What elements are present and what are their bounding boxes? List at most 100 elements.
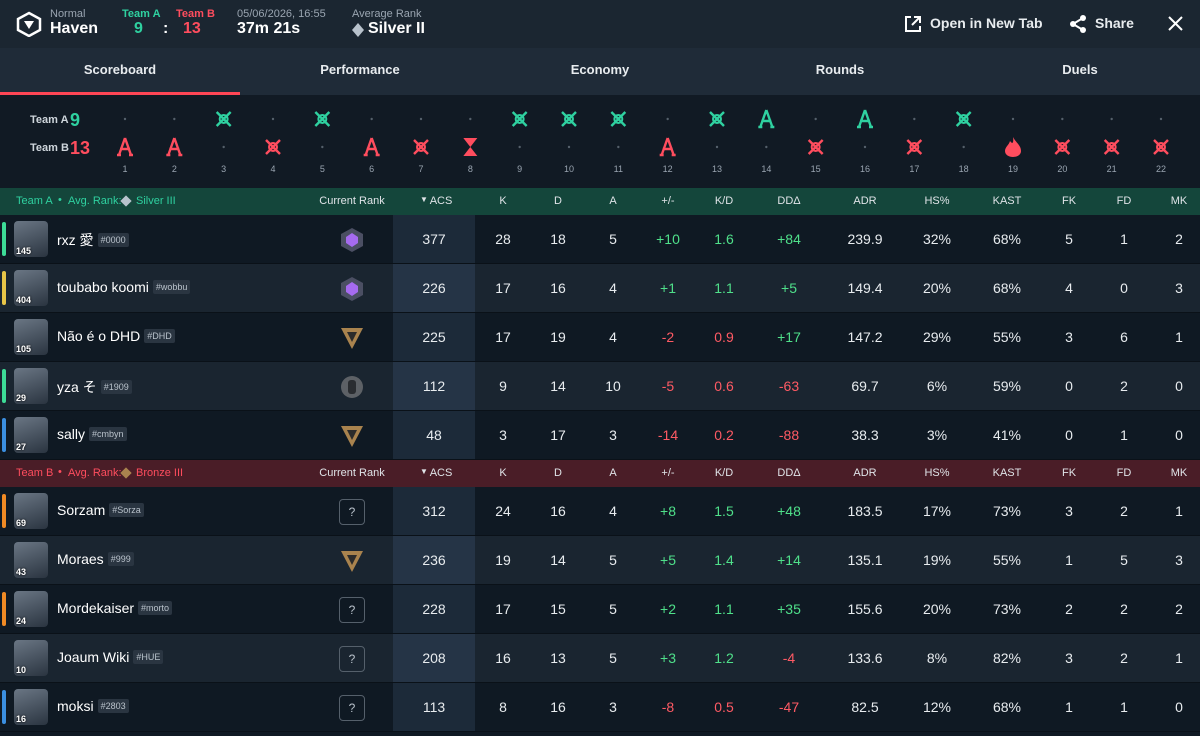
gem: [346, 282, 358, 296]
tag: #morto: [138, 601, 173, 615]
round-number: 21: [1107, 164, 1117, 174]
gem: [346, 233, 358, 247]
stat: 155.6: [847, 601, 883, 617]
stat: 208: [422, 650, 446, 666]
round-result: [857, 109, 873, 129]
tab[interactable]: Economy: [570, 62, 630, 77]
duration: 37m 21s: [237, 20, 301, 37]
stat: 68%: [992, 231, 1022, 247]
stat: 19: [550, 329, 566, 345]
stat: 3: [1065, 650, 1073, 666]
avatar: [14, 591, 48, 627]
acs-highlight: [393, 215, 475, 263]
icon-elimination: [218, 114, 229, 124]
icon-elimination: [265, 139, 281, 155]
name[interactable]: Joaum Wiki: [57, 649, 130, 665]
tag: #wobbu: [152, 280, 191, 294]
name[interactable]: Sorzam: [57, 502, 106, 518]
stat: 236: [422, 552, 446, 568]
stat: 1: [1175, 650, 1183, 666]
team-header: Team B • Avg. Rank: Bronze III Current Rank A…: [0, 460, 1200, 487]
rank-icon: [341, 551, 363, 572]
stat: 1.4: [714, 552, 734, 568]
rank-icon: [352, 23, 364, 37]
stat: 1: [1175, 503, 1183, 519]
round-dot: [666, 117, 669, 121]
column-header: MK: [1170, 195, 1188, 207]
column-header: D: [554, 195, 562, 207]
round-dot: [1159, 117, 1163, 121]
stat: 1: [1065, 552, 1073, 568]
round-number: 5: [320, 164, 325, 174]
round-result: [906, 139, 923, 155]
round-dot: [962, 145, 965, 149]
icon-elimination: [958, 114, 969, 124]
stat: 0: [1175, 427, 1183, 443]
avg-rank-label: Average Rank: [352, 8, 422, 20]
accent-bar: [2, 592, 6, 626]
accent-bar: [2, 369, 6, 403]
avatar: [14, 493, 48, 529]
column-header: ADR: [853, 467, 877, 479]
stat: 0: [1120, 280, 1128, 296]
tab[interactable]: Performance: [320, 62, 400, 77]
column-header: Current Rank: [319, 467, 385, 479]
stat: +14: [777, 552, 801, 568]
stat: 73%: [992, 601, 1022, 617]
stat: 55%: [992, 329, 1022, 345]
stat: 2: [1120, 650, 1128, 666]
close[interactable]: [1168, 16, 1183, 31]
stat: 0: [1065, 378, 1073, 394]
round-dot: [567, 145, 571, 149]
stat: 24: [495, 503, 511, 519]
round-number: 6: [369, 164, 374, 174]
stat: 8: [499, 699, 507, 715]
stat: 17: [495, 280, 511, 296]
name[interactable]: Mordekaiser: [57, 600, 135, 616]
round-dot: [863, 145, 867, 149]
player-row: 16 moksi #2803? 113 8 16 3 -8 0.5 -47 82.5 12% 68% 1 1…: [0, 683, 1200, 732]
score-separator: :: [163, 20, 169, 37]
name[interactable]: rxz 愛: [57, 232, 94, 248]
tab[interactable]: Rounds: [815, 62, 865, 77]
round-dot: [814, 117, 817, 121]
player-row: 145 rxz 愛 #0000 377 28 18 5 +10 1.6 +84 239.9 32% 68…: [0, 215, 1200, 264]
round-number: 7: [418, 164, 423, 174]
rank-icon: [341, 376, 363, 398]
stat: 3%: [926, 427, 948, 443]
share-icon[interactable]: [1069, 14, 1087, 34]
icon-elimination: [1057, 142, 1068, 152]
name[interactable]: yza そ: [57, 379, 97, 395]
name[interactable]: Moraes: [57, 551, 104, 567]
stat: +3: [660, 650, 676, 666]
open-icon[interactable]: [904, 15, 922, 33]
share[interactable]: Share: [1095, 15, 1134, 31]
player-name: moksi #2803: [57, 698, 129, 714]
stat: 9: [499, 378, 507, 394]
stat: 19%: [922, 552, 952, 568]
open-new-tab[interactable]: Open in New Tab: [930, 15, 1043, 31]
name[interactable]: sally: [57, 426, 86, 442]
bullet: •: [58, 194, 62, 206]
team-b-label: Team B: [176, 8, 215, 20]
icon-spike: [117, 137, 133, 157]
stat: 2: [1120, 378, 1128, 394]
name[interactable]: Não é o DHD: [57, 328, 141, 344]
stat: 69.7: [851, 378, 879, 394]
icon-spike: [857, 109, 873, 129]
team-b-score: 13: [70, 138, 90, 158]
name[interactable]: toubabo koomi: [57, 279, 149, 295]
stat: 1.1: [714, 280, 734, 296]
icon-elimination: [564, 114, 574, 124]
tab[interactable]: Duels: [1062, 62, 1098, 77]
rank-unknown: ?: [339, 646, 365, 672]
tab[interactable]: Scoreboard: [0, 48, 240, 95]
icon-elimination: [413, 139, 429, 155]
icon-elimination: [1156, 142, 1166, 152]
stat: 15: [550, 601, 566, 617]
name[interactable]: moksi: [57, 698, 94, 714]
avg-rank: Silver III: [136, 195, 176, 207]
icon-detonate: [1005, 137, 1021, 157]
stat: 19: [495, 552, 511, 568]
stat: 225: [422, 329, 446, 345]
